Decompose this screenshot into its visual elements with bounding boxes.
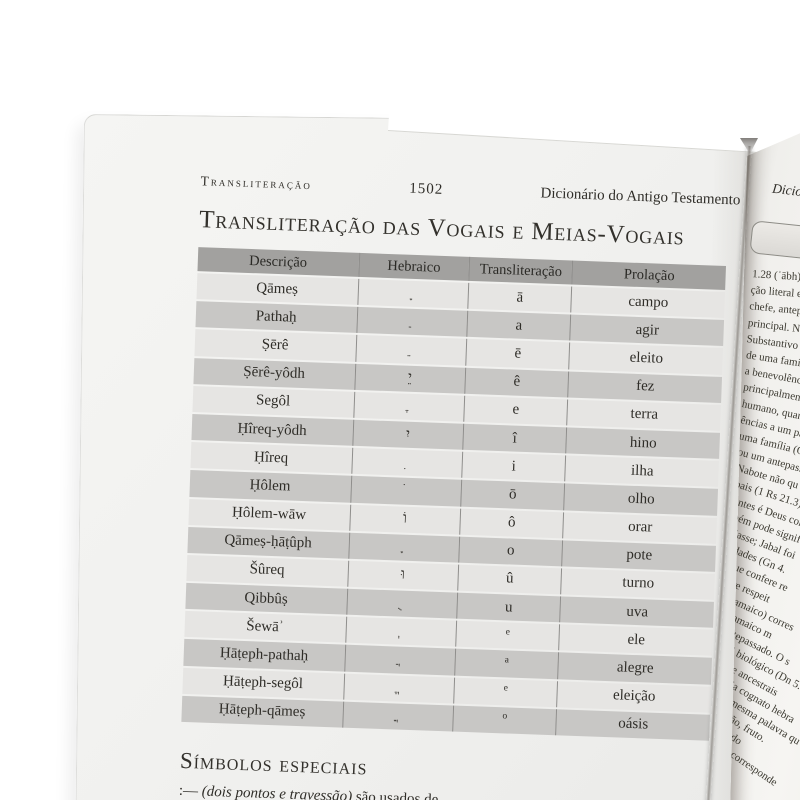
cell-hebraico: ֻ xyxy=(345,588,457,619)
cell-descricao: Ḥāṭeph-pathaḥ xyxy=(183,639,345,672)
cell-hebraico: ַ xyxy=(355,307,468,338)
cell-hebraico: ִ xyxy=(350,447,463,479)
cell-prolacao: eleição xyxy=(556,680,711,713)
left-page: Transliteração 1502 Dicionário do Antigo… xyxy=(74,114,777,800)
cell-hebraico: יִ xyxy=(351,419,464,450)
column-header-hebraico: Hebraico xyxy=(357,252,470,281)
cell-transliteracao: o xyxy=(452,705,557,736)
section-body-italic: (dois pontos e travessão) xyxy=(201,783,353,800)
cell-transliteracao: a xyxy=(466,310,571,341)
cell-prolacao: oásis xyxy=(555,709,710,741)
right-page-entry-box xyxy=(749,220,800,260)
page-title: Transliteração das Vogais e Meias-Vogais xyxy=(198,206,685,251)
cell-prolacao: eleito xyxy=(568,342,724,375)
right-page-running-head: Dicioná xyxy=(771,180,800,201)
cell-transliteracao: o xyxy=(458,536,563,567)
cell-descricao: Ḥāṭeph-segôl xyxy=(182,667,344,700)
cell-transliteracao: ā xyxy=(467,282,572,313)
cell-prolacao: turno xyxy=(560,568,715,600)
cell-transliteracao: i xyxy=(461,451,566,482)
cell-prolacao: pote xyxy=(561,540,716,572)
running-head: Transliteração 1502 Dicionário do Antigo… xyxy=(200,173,740,209)
cell-descricao: Ḥîreq-yôdh xyxy=(191,413,353,446)
cell-descricao: Qāmeṣ-ḥāṭûph xyxy=(187,526,349,559)
cell-prolacao: fez xyxy=(567,371,723,403)
cell-transliteracao: a xyxy=(454,649,559,679)
cell-transliteracao: ê xyxy=(464,367,569,398)
cell-prolacao: orar xyxy=(562,511,717,544)
cell-prolacao: ilha xyxy=(564,455,720,488)
cell-hebraico: ְ xyxy=(344,616,456,648)
running-head-section: Transliteração xyxy=(200,173,313,193)
cell-transliteracao: e xyxy=(455,620,560,651)
cell-hebraico: וֹ xyxy=(348,504,461,535)
cell-prolacao: uva xyxy=(559,596,714,629)
cell-transliteracao: e xyxy=(453,677,558,708)
cell-hebraico: ָ xyxy=(356,278,469,309)
cell-descricao: Qāmeṣ xyxy=(196,273,358,306)
cell-prolacao: ele xyxy=(558,624,713,657)
vowel-table-body: Qāmeṣ ָ ā campo Pathaḥ ַ a agir Ṣērê ֵ ē eleito Ṣ… xyxy=(181,273,726,741)
cell-hebraico: ֲ xyxy=(343,645,455,676)
cell-descricao: Pathaḥ xyxy=(195,301,357,334)
column-header-transliteracao: Transliteração xyxy=(468,256,573,285)
cell-prolacao: olho xyxy=(563,483,719,516)
cell-descricao: Ṣērê-yôdh xyxy=(193,357,355,390)
left-page-content: Transliteração 1502 Dicionário do Antigo… xyxy=(61,115,777,800)
column-header-prolacao: Prolação xyxy=(571,260,726,291)
section-body-rest: são usados de xyxy=(351,789,439,800)
cell-hebraico: ֵ xyxy=(354,335,467,366)
cell-transliteracao: ō xyxy=(460,480,565,510)
cell-descricao: Segôl xyxy=(192,385,354,418)
cell-hebraico: ָ xyxy=(347,532,459,563)
cell-descricao: Ḥāṭeph-qāmeṣ xyxy=(181,695,343,728)
cell-transliteracao: u xyxy=(456,592,561,623)
cell-prolacao: alegre xyxy=(557,652,712,685)
running-head-book-title: Dicionário do Antigo Testamento xyxy=(540,185,741,209)
vowel-table: Descrição Hebraico Transliteração Prolaç… xyxy=(181,245,726,743)
section-body-prefix: :— xyxy=(178,782,203,800)
cell-hebraico: ֹ xyxy=(349,476,462,507)
cell-descricao: Šûreq xyxy=(186,554,348,587)
cell-descricao: Qibbûṣ xyxy=(185,582,347,615)
cell-prolacao: campo xyxy=(570,286,726,319)
column-header-descricao: Descrição xyxy=(197,247,359,277)
cell-transliteracao: î xyxy=(462,423,567,454)
cell-prolacao: terra xyxy=(566,399,722,431)
cell-descricao: Ḥôlem xyxy=(189,470,351,503)
cell-hebraico: ֱ xyxy=(342,673,454,704)
cell-descricao: Ḥôlem-wāw xyxy=(188,498,350,531)
cell-prolacao: hino xyxy=(565,427,721,460)
cell-descricao: Ḥîreq xyxy=(190,442,352,475)
cell-transliteracao: û xyxy=(457,564,562,595)
cell-descricao: Šewāʾ xyxy=(184,611,346,644)
cell-hebraico: וּ xyxy=(346,560,458,591)
cell-prolacao: agir xyxy=(569,314,725,347)
cell-hebraico: ֳ xyxy=(341,701,453,732)
cell-transliteracao: ē xyxy=(465,339,570,370)
cell-hebraico: יֵ xyxy=(353,363,466,394)
cell-hebraico: ֶ xyxy=(352,391,465,422)
cell-transliteracao: ô xyxy=(459,508,564,539)
page-number: 1502 xyxy=(408,180,444,198)
cell-descricao: Ṣērê xyxy=(194,329,356,362)
cell-transliteracao: e xyxy=(463,395,568,426)
